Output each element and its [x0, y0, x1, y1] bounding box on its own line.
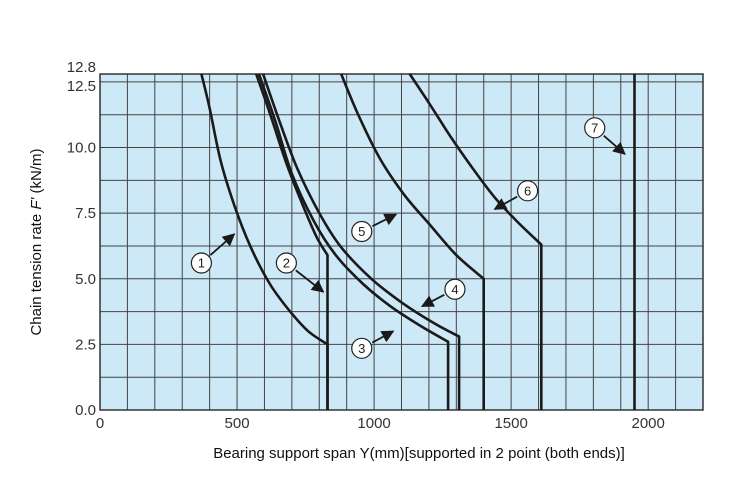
x-axis-ticks: 0 500 1000 1500 2000 — [96, 415, 665, 432]
callout-number: 3 — [358, 341, 365, 356]
y-tick-label: 5.0 — [75, 271, 96, 288]
x-tick-label: 500 — [225, 415, 250, 432]
callout-circle — [190, 252, 213, 274]
plot-frame — [99, 73, 704, 411]
callout-arrow — [372, 213, 398, 227]
callout-circle — [351, 337, 373, 359]
y-axis-ticks: 0.0 2.5 5.0 7.5 10.0 12.5 12.8 — [67, 59, 96, 419]
y-axis-title-suffix: (kN/m) — [28, 148, 45, 197]
callout-circle — [516, 180, 539, 202]
y-axis-title-variable: F' — [28, 196, 45, 209]
x-axis-title: Bearing support span Y(mm)[supported in … — [213, 445, 625, 462]
callout-number: 6 — [524, 183, 531, 198]
callouts: 1 2 3 4 5 6 7 — [190, 117, 626, 359]
callout-arrow — [420, 293, 445, 308]
y-tick-label: 7.5 — [75, 205, 96, 222]
callout-6: 6 — [493, 180, 539, 210]
y-axis-title-prefix: Chain tension rate — [28, 210, 45, 336]
x-tick-label: 2000 — [631, 415, 664, 432]
x-tick-label: 1500 — [494, 415, 527, 432]
callout-circle — [351, 220, 373, 243]
y-tick-label: 10.0 — [67, 140, 96, 157]
callout-number: 4 — [451, 282, 458, 297]
callout-arrow — [371, 330, 395, 344]
callout-number: 2 — [283, 256, 290, 271]
curve-4 — [261, 73, 461, 410]
y-axis-title: Chain tension rate F' (kN/m) — [28, 148, 45, 335]
curve-6 — [408, 73, 543, 410]
callout-arrow — [295, 269, 325, 293]
x-tick-label: 0 — [96, 415, 104, 432]
callout-circle — [275, 252, 297, 274]
callout-4: 4 — [420, 278, 466, 308]
curve-5 — [339, 73, 485, 410]
curve-1 — [200, 73, 329, 410]
curve-3 — [257, 73, 450, 410]
y-tick-label: 0.0 — [75, 402, 96, 419]
callout-2: 2 — [275, 252, 325, 293]
grid — [100, 74, 703, 410]
callout-7: 7 — [584, 117, 626, 155]
callout-circle — [584, 117, 606, 139]
callout-3: 3 — [351, 330, 395, 359]
callout-number: 1 — [198, 256, 205, 271]
callout-arrow — [209, 233, 236, 256]
callout-1: 1 — [190, 233, 236, 274]
y-tick-label: 12.8 — [67, 59, 96, 76]
callout-number: 7 — [591, 120, 598, 135]
y-tick-label: 12.5 — [67, 78, 96, 95]
curve-2 — [254, 73, 329, 410]
callout-5: 5 — [351, 213, 398, 243]
callout-number: 5 — [358, 224, 365, 239]
callout-arrow — [603, 135, 626, 155]
callout-arrow — [493, 195, 518, 210]
x-tick-label: 1000 — [357, 415, 390, 432]
curves — [200, 73, 636, 410]
callout-circle — [444, 278, 466, 300]
y-tick-label: 2.5 — [75, 336, 96, 353]
